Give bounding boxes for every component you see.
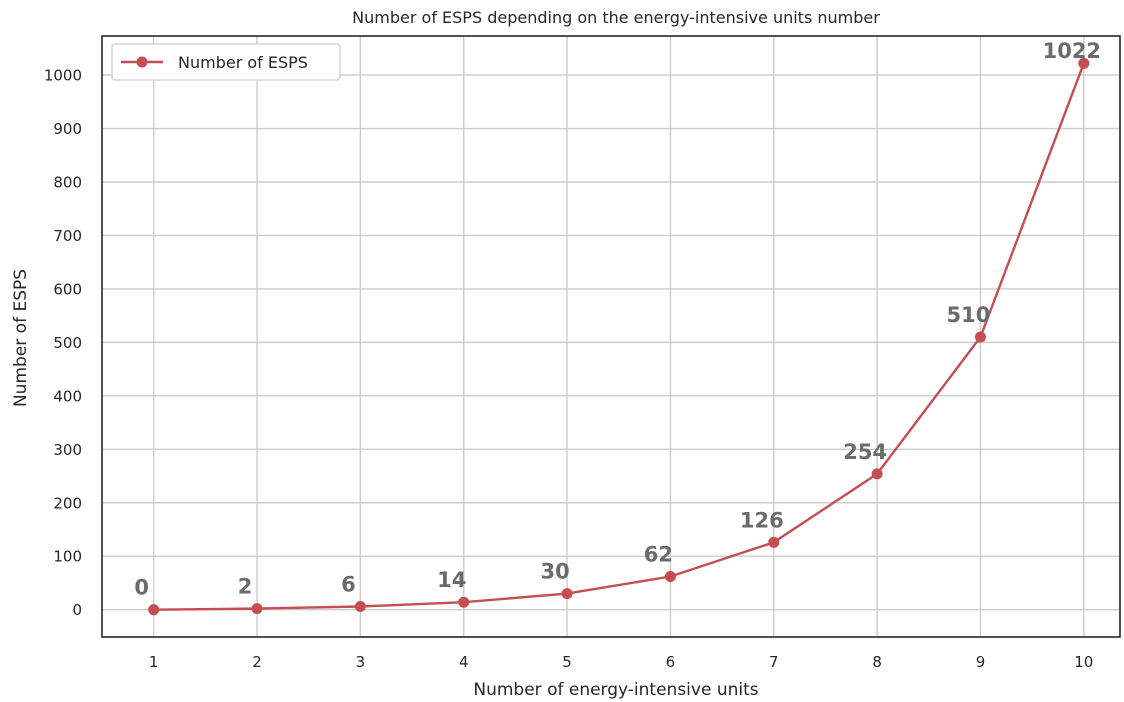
y-tick-label: 800: [53, 173, 82, 191]
x-tick-label: 2: [252, 653, 262, 671]
x-axis-ticks: 1 2 3 4 5 6 7 8 9 10: [149, 653, 1093, 671]
y-tick-label: 0: [72, 601, 82, 619]
x-tick-label: 6: [666, 653, 676, 671]
x-tick-label: 1: [149, 653, 159, 671]
data-label: 30: [540, 560, 569, 584]
plot-frame: [101, 35, 1121, 638]
data-point: [768, 536, 780, 548]
data-label: 1022: [1043, 39, 1101, 63]
series-line: [153, 62, 1085, 611]
data-label: 2: [238, 575, 253, 599]
x-tick-label: 3: [356, 653, 366, 671]
legend-marker-swatch: [136, 56, 148, 68]
data-label: 510: [947, 303, 991, 327]
y-tick-label: 200: [53, 494, 82, 512]
data-label: 254: [843, 440, 887, 464]
y-tick-label: 600: [53, 280, 82, 298]
x-tick-label: 4: [459, 653, 469, 671]
data-point: [251, 603, 263, 615]
x-axis-label: Number of energy-intensive units: [473, 680, 758, 700]
data-point: [974, 331, 986, 343]
y-tick-label: 300: [53, 441, 82, 459]
y-tick-label: 700: [53, 227, 82, 245]
data-point: [664, 571, 676, 583]
x-tick-label: 7: [769, 653, 779, 671]
legend-box: [111, 43, 341, 81]
x-tick-label: 8: [872, 653, 882, 671]
y-tick-label: 400: [53, 387, 82, 405]
y-tick-label: 1000: [44, 67, 82, 85]
y-axis-label: Number of ESPS: [11, 269, 31, 407]
grid: [102, 36, 1120, 637]
x-tick-label: 10: [1074, 653, 1093, 671]
data-label: 126: [740, 508, 784, 532]
x-tick-label: 5: [562, 653, 572, 671]
legend: Number of ESPS: [111, 43, 341, 81]
data-label: 62: [644, 543, 673, 567]
data-point: [871, 468, 883, 480]
data-labels: 0 2 6 14 30 62 126 254 510 1022: [134, 39, 1101, 600]
data-label: 0: [134, 576, 149, 600]
legend-label: Number of ESPS: [178, 53, 308, 72]
data-label: 6: [341, 572, 356, 596]
data-point: [1078, 57, 1090, 69]
data-label: 14: [437, 568, 466, 592]
x-tick-label: 9: [976, 653, 986, 671]
y-axis-ticks: 0 100 200 300 400 500 600 700 800 900 1000: [44, 67, 82, 620]
data-point: [458, 596, 470, 608]
data-point: [148, 604, 160, 616]
chart-title: Number of ESPS depending on the energy-i…: [352, 8, 880, 27]
data-point: [354, 600, 366, 612]
data-point: [561, 588, 573, 600]
y-tick-label: 500: [53, 334, 82, 352]
series-number-of-esps: [148, 57, 1090, 616]
y-tick-label: 900: [53, 120, 82, 138]
y-tick-label: 100: [53, 548, 82, 566]
